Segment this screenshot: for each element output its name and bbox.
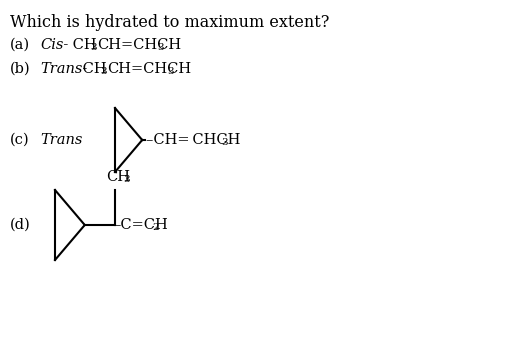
- Text: 2: 2: [153, 223, 159, 232]
- Text: 3: 3: [167, 67, 174, 76]
- Text: CH=CHCH: CH=CHCH: [107, 62, 191, 76]
- Text: (b): (b): [10, 62, 31, 76]
- Text: 3: 3: [157, 43, 164, 52]
- Text: Cis-: Cis-: [40, 38, 69, 52]
- Text: Trans-: Trans-: [40, 62, 88, 76]
- Text: 3: 3: [100, 67, 106, 76]
- Text: –CH= CHCH: –CH= CHCH: [146, 133, 241, 147]
- Text: Which is hydrated to maximum extent?: Which is hydrated to maximum extent?: [10, 14, 329, 31]
- Text: Trans: Trans: [40, 133, 82, 147]
- Text: (c): (c): [10, 133, 30, 147]
- Text: CH: CH: [68, 38, 97, 52]
- Text: 3: 3: [221, 138, 228, 147]
- Text: 3: 3: [90, 43, 97, 52]
- Text: (a): (a): [10, 38, 30, 52]
- Text: 3: 3: [124, 175, 131, 184]
- Text: –C=CH: –C=CH: [114, 218, 168, 232]
- Text: CH: CH: [106, 170, 130, 184]
- Text: CH=CHCH: CH=CHCH: [97, 38, 181, 52]
- Text: CH: CH: [78, 62, 106, 76]
- Text: (d): (d): [10, 218, 31, 232]
